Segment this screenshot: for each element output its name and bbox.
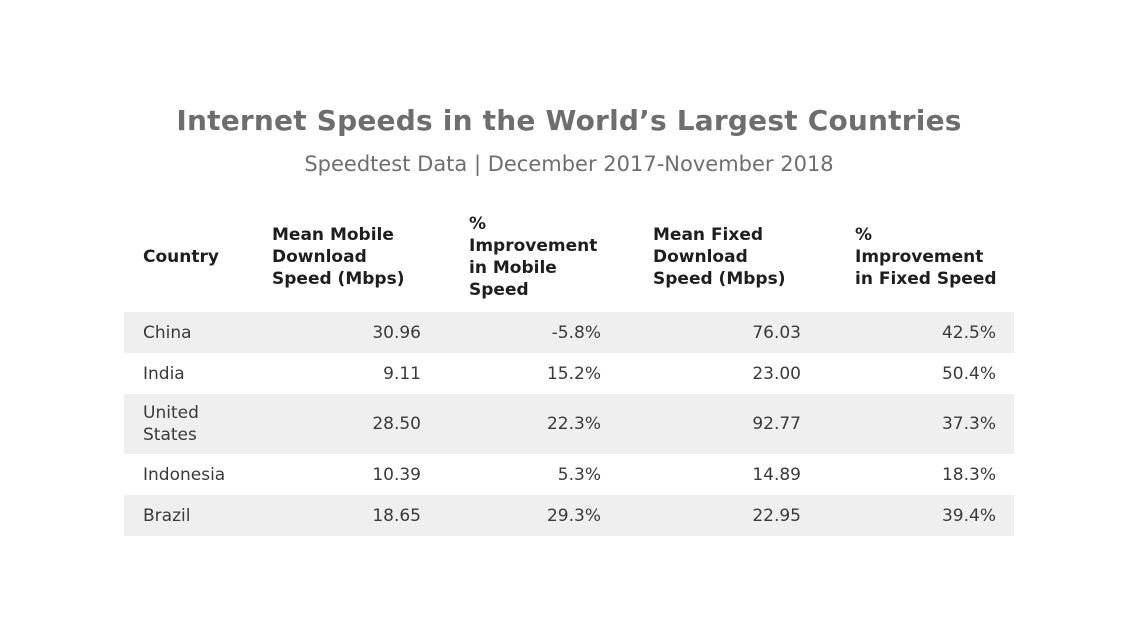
cell-mobile-speed: 10.39 — [272, 454, 440, 495]
speeds-table: Country Mean Mobile Download Speed (Mbps… — [124, 208, 1014, 536]
cell-fixed-speed: 23.00 — [619, 353, 818, 394]
cell-mobile-improvement: 15.2% — [440, 353, 619, 394]
cell-mobile-speed: 18.65 — [272, 495, 440, 536]
header-fixed-improvement: % Improvement in Fixed Speed — [855, 225, 997, 289]
cell-fixed-improvement: 37.3% — [818, 394, 1014, 454]
cell-mobile-speed: 30.96 — [272, 312, 440, 353]
cell-country: Brazil — [124, 495, 272, 536]
cell-fixed-speed: 76.03 — [619, 312, 818, 353]
page-subtitle: Speedtest Data | December 2017-November … — [304, 152, 834, 176]
cell-fixed-improvement: 39.4% — [818, 495, 1014, 536]
cell-fixed-speed: 14.89 — [619, 454, 818, 495]
cell-fixed-improvement: 18.3% — [818, 454, 1014, 495]
header-mobile-improvement: % Improvement in Mobile Speed — [469, 214, 598, 300]
cell-country: United States — [124, 394, 272, 454]
cell-mobile-improvement: 22.3% — [440, 394, 619, 454]
cell-country: China — [124, 312, 272, 353]
table-row: China 30.96 -5.8% 76.03 42.5% — [124, 312, 1014, 353]
cell-mobile-improvement: 5.3% — [440, 454, 619, 495]
cell-fixed-improvement: 50.4% — [818, 353, 1014, 394]
page-title: Internet Speeds in the World’s Largest C… — [176, 104, 962, 137]
table-row: Brazil 18.65 29.3% 22.95 39.4% — [124, 495, 1014, 536]
table-header-row: Country Mean Mobile Download Speed (Mbps… — [124, 208, 1014, 312]
table-row: Indonesia 10.39 5.3% 14.89 18.3% — [124, 454, 1014, 495]
cell-mobile-improvement: 29.3% — [440, 495, 619, 536]
cell-fixed-improvement: 42.5% — [818, 312, 1014, 353]
cell-fixed-speed: 22.95 — [619, 495, 818, 536]
cell-mobile-improvement: -5.8% — [440, 312, 619, 353]
cell-country: Indonesia — [124, 454, 272, 495]
cell-mobile-speed: 28.50 — [272, 394, 440, 454]
cell-country: India — [124, 353, 272, 394]
table-row: United States 28.50 22.3% 92.77 37.3% — [124, 394, 1014, 454]
table-row: India 9.11 15.2% 23.00 50.4% — [124, 353, 1014, 394]
cell-mobile-speed: 9.11 — [272, 353, 440, 394]
header-mobile-speed: Mean Mobile Download Speed (Mbps) — [272, 225, 405, 289]
header-country: Country — [143, 247, 219, 267]
cell-fixed-speed: 92.77 — [619, 394, 818, 454]
header-fixed-speed: Mean Fixed Download Speed (Mbps) — [653, 225, 786, 289]
